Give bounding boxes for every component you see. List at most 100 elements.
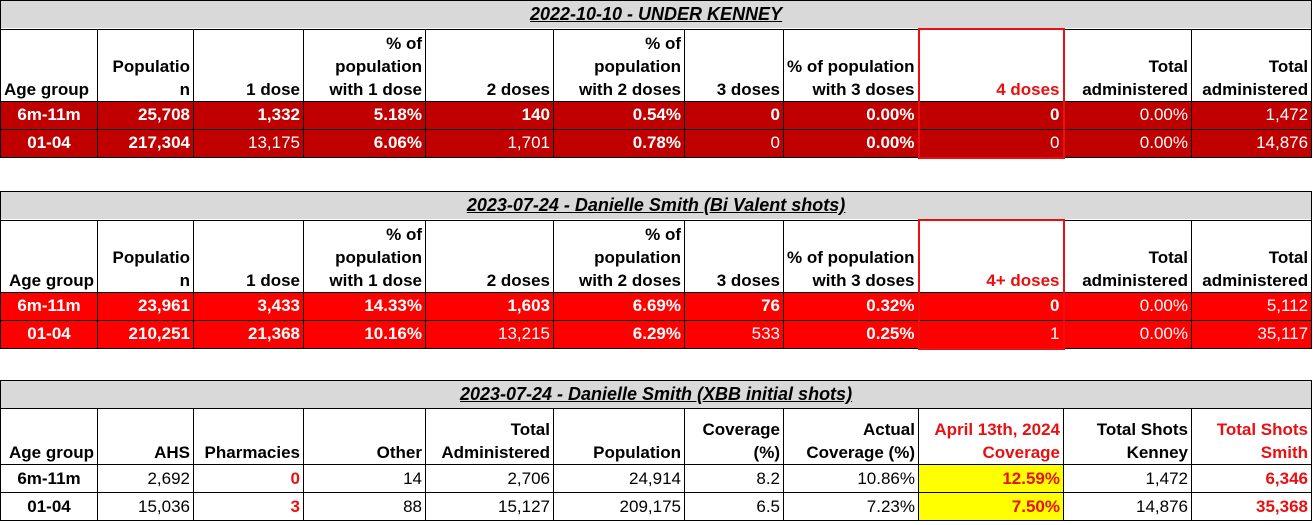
header-pharmacies: Pharmacies [193, 408, 304, 465]
kenney-table: 2022-10-10 - UNDER KENNEY Age group Popu… [0, 0, 1313, 159]
header-total-administered: Total administered [1063, 28, 1192, 102]
header-2-doses: 2 doses [425, 219, 554, 293]
cell: 7.23% [783, 492, 919, 521]
cell: 13,215 [425, 319, 554, 349]
cell: 6m-11m [0, 100, 98, 130]
cell: 35,368 [1190, 492, 1313, 521]
cell: 0.00% [783, 128, 919, 158]
cell: 12.59% [918, 464, 1064, 493]
header-population: Population [553, 408, 685, 465]
header-age-group: Age group [0, 219, 98, 293]
header-coverage: Coverage (%) [684, 408, 784, 465]
table-title: 2023-07-24 - Danielle Smith (Bi Valent s… [0, 191, 1313, 221]
cell: 24,914 [553, 464, 685, 493]
cell: 0 [917, 291, 1065, 321]
header-age-group: Age group [0, 408, 98, 465]
cell: 6m-11m [0, 464, 98, 493]
header-pct-2-doses: % of population with 2 doses [553, 219, 685, 293]
header-ahs: AHS [97, 408, 194, 465]
cell: 0.54% [553, 100, 685, 130]
cell: 5.18% [303, 100, 426, 130]
cell: 6,346 [1190, 464, 1313, 493]
cell: 0 [917, 100, 1065, 130]
cell: 3 [193, 492, 304, 521]
cell: 7.50% [918, 492, 1064, 521]
smith-xbb-table: 2023-07-24 - Danielle Smith (XBB initial… [0, 380, 1313, 521]
table-title: 2022-10-10 - UNDER KENNEY [0, 0, 1313, 30]
cell: 140 [425, 100, 554, 130]
header-total-administered: Total administered [1063, 219, 1192, 293]
header-other: Other [303, 408, 426, 465]
header-april-coverage: April 13th, 2024 Coverage [918, 408, 1064, 465]
smith-bivalent-table: 2023-07-24 - Danielle Smith (Bi Valent s… [0, 191, 1313, 350]
cell: 3,433 [193, 291, 304, 321]
cell: 0.32% [783, 291, 919, 321]
table-row: 6m-11m 25,708 1,332 5.18% 140 0.54% 0 0.… [0, 100, 1313, 130]
header-2-doses: 2 doses [425, 28, 554, 102]
cell: 10.86% [783, 464, 919, 493]
header-total-administered-2: Total administered [1190, 219, 1313, 293]
header-pct-3-doses: % of population with 3 doses [783, 28, 919, 102]
cell: 217,304 [97, 128, 194, 158]
header-total-administered-2: Total administered [1190, 28, 1313, 102]
header-age-group: Age group [0, 28, 98, 102]
header-pct-3-doses: % of population with 3 doses [783, 219, 919, 293]
cell: 1,472 [1063, 464, 1192, 493]
header-pct-2-doses: % of population with 2 doses [553, 28, 685, 102]
header-pct-1-dose: % of population with 1 dose [303, 28, 426, 102]
cell: 0 [684, 128, 784, 158]
cell: 15,036 [97, 492, 194, 521]
cell: 14,876 [1190, 128, 1313, 158]
cell: 0.00% [783, 100, 919, 130]
cell: 23,961 [97, 291, 194, 321]
cell: 1,603 [425, 291, 554, 321]
cell: 21,368 [193, 319, 304, 349]
header-population: Populatio n [97, 219, 194, 293]
cell: 0.78% [553, 128, 685, 158]
cell: 35,117 [1190, 319, 1313, 349]
cell: 0 [684, 100, 784, 130]
cell: 209,175 [553, 492, 685, 521]
cell: 2,706 [425, 464, 554, 493]
cell: 0 [193, 464, 304, 493]
cell: 8.2 [684, 464, 784, 493]
cell: 0 [917, 128, 1065, 159]
header-total-shots-kenney: Total Shots Kenney [1063, 408, 1192, 465]
table-row: 01-04 210,251 21,368 10.16% 13,215 6.29%… [0, 319, 1313, 350]
cell: 88 [303, 492, 426, 521]
cell: 10.16% [303, 319, 426, 349]
header-1-dose: 1 dose [193, 219, 304, 293]
header-pct-1-dose: % of population with 1 dose [303, 219, 426, 293]
cell: 14,876 [1063, 492, 1192, 521]
table-row: 01-04 217,304 13,175 6.06% 1,701 0.78% 0… [0, 128, 1313, 159]
table-row: 6m-11m 23,961 3,433 14.33% 1,603 6.69% 7… [0, 291, 1313, 321]
cell: 0.00% [1063, 319, 1192, 349]
header-actual-coverage: Actual Coverage (%) [783, 408, 919, 465]
cell: 210,251 [97, 319, 194, 349]
cell: 6.06% [303, 128, 426, 158]
cell: 14 [303, 464, 426, 493]
header-4-doses: 4 doses [917, 28, 1065, 102]
cell: 1,332 [193, 100, 304, 130]
cell: 01-04 [0, 319, 98, 349]
cell: 533 [684, 319, 784, 349]
cell: 0.25% [783, 319, 919, 349]
cell: 76 [684, 291, 784, 321]
table-title: 2023-07-24 - Danielle Smith (XBB initial… [0, 380, 1313, 409]
cell: 6m-11m [0, 291, 98, 321]
header-3-doses: 3 doses [684, 28, 784, 102]
header-4plus-doses: 4+ doses [917, 219, 1065, 293]
cell: 6.29% [553, 319, 685, 349]
cell: 0.00% [1063, 128, 1192, 158]
cell: 6.5 [684, 492, 784, 521]
cell: 1,701 [425, 128, 554, 158]
table-row: 01-04 15,036 3 88 15,127 209,175 6.5 7.2… [0, 492, 1313, 521]
cell: 01-04 [0, 492, 98, 521]
cell: 1,472 [1190, 100, 1313, 130]
cell: 25,708 [97, 100, 194, 130]
cell: 01-04 [0, 128, 98, 158]
header-total-administered: Total Administered [425, 408, 554, 465]
table-row: 6m-11m 2,692 0 14 2,706 24,914 8.2 10.86… [0, 464, 1313, 493]
cell: 6.69% [553, 291, 685, 321]
cell: 15,127 [425, 492, 554, 521]
